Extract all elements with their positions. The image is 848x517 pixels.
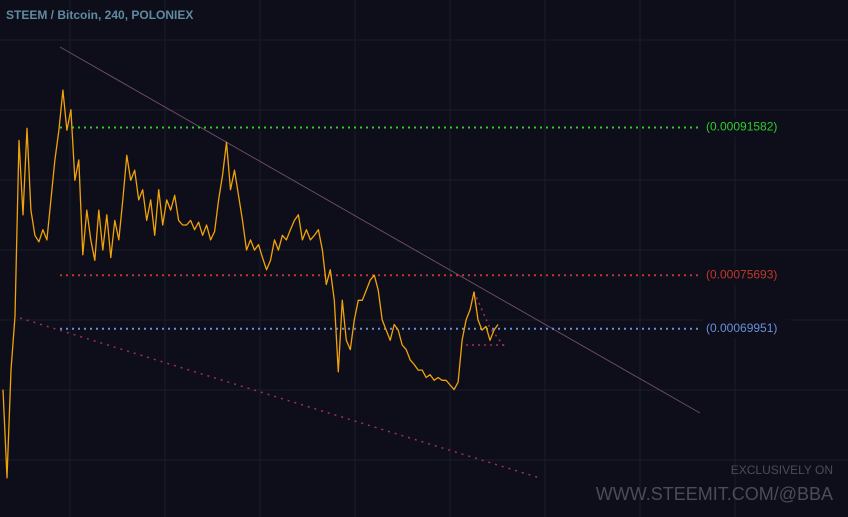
watermark: WWW.STEEMIT.COM/@BBA (596, 484, 833, 504)
level-label-bg (703, 266, 791, 285)
level-label: (0.00069951) (706, 321, 777, 335)
level-label: (0.00091582) (706, 120, 777, 134)
trend-line (59, 46, 701, 414)
chart-title: STEEM / Bitcoin, 240, POLONIEX (6, 8, 193, 22)
level-label-bg (703, 118, 791, 137)
pattern-lines (466, 291, 506, 348)
level-label: (0.00075693) (706, 267, 777, 281)
level-label-bg (703, 319, 791, 338)
watermark-small: EXCLUSIVELY ON (731, 463, 833, 477)
price-line (2, 89, 499, 479)
